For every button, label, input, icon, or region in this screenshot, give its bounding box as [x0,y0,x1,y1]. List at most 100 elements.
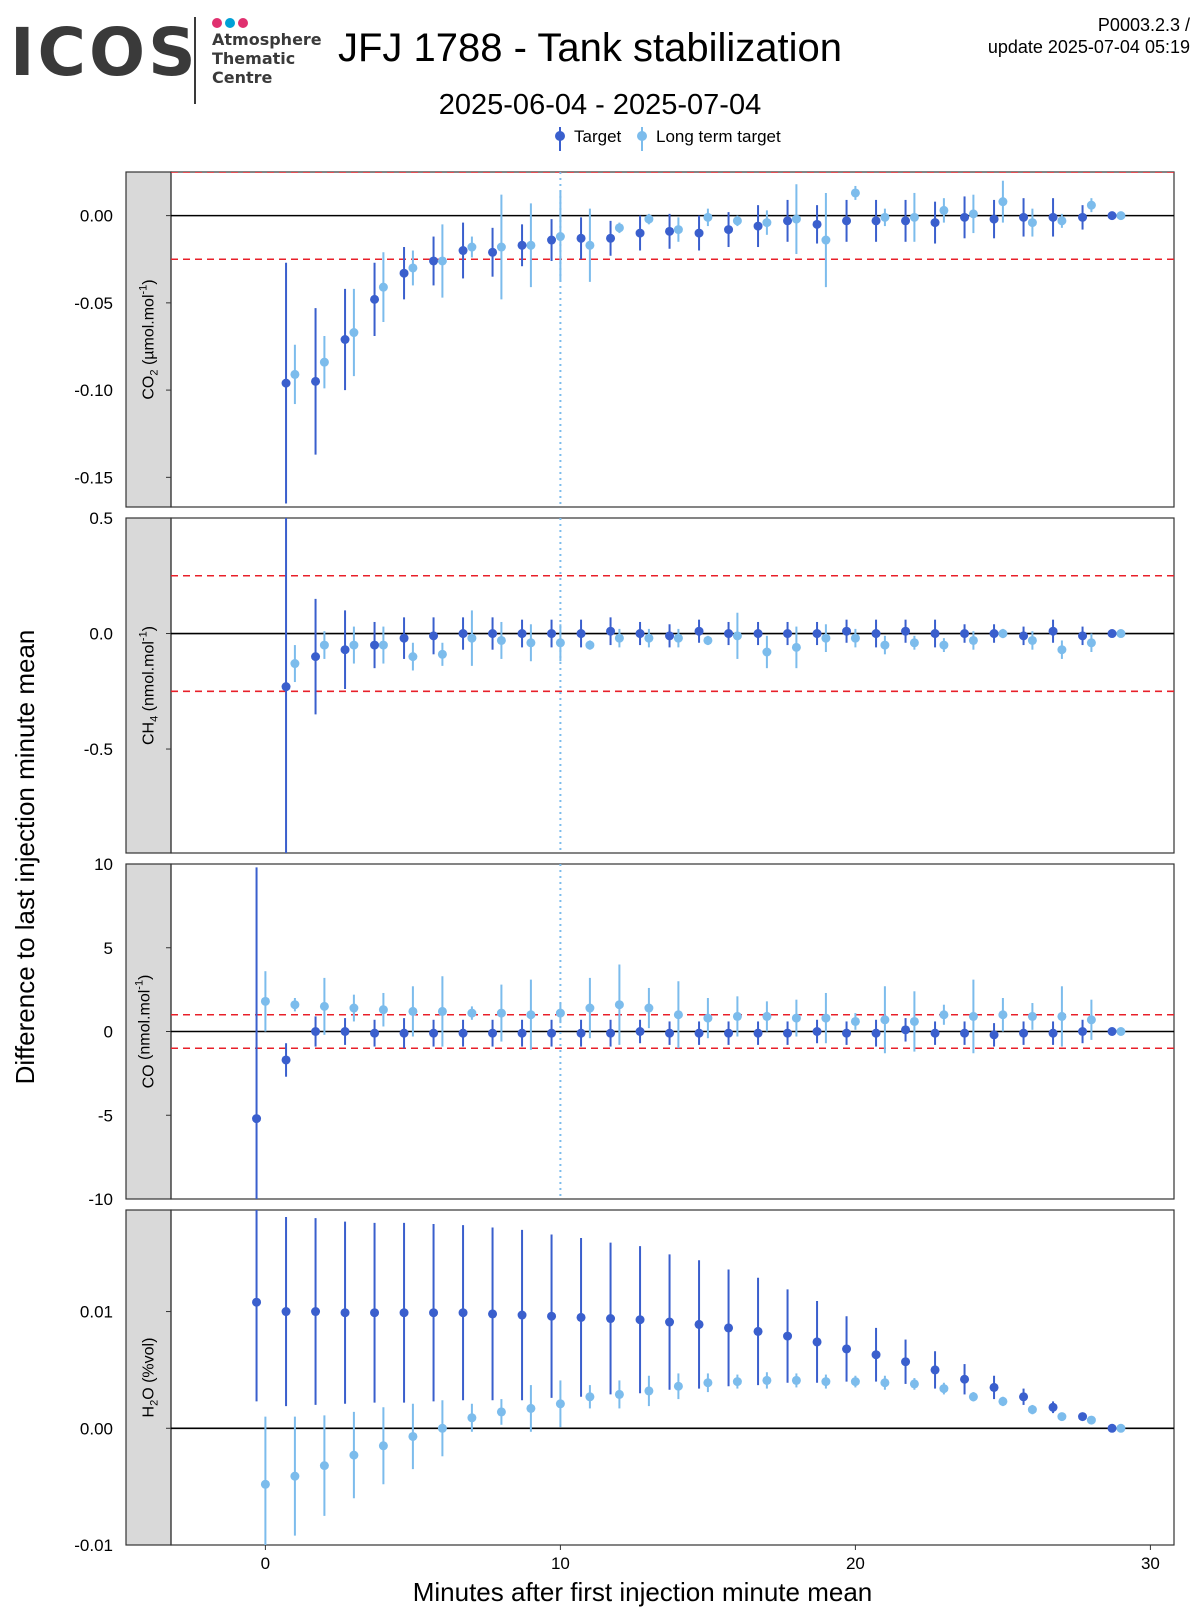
y-tick-label: 0 [104,1023,113,1042]
data-point [1027,1011,1037,1021]
data-point [370,640,380,650]
data-point [644,214,654,224]
data-point [408,1431,418,1441]
data-point [1107,1423,1117,1433]
data-point [901,216,911,226]
logo-divider [194,17,196,104]
data-point [311,1307,321,1317]
data-point [939,205,949,215]
data-point [399,1308,409,1318]
data-point [488,1028,498,1038]
data-point [547,235,557,245]
data-point [989,629,999,639]
x-tick-label: 10 [551,1554,570,1573]
data-point [555,1399,565,1409]
data-point [703,1013,713,1023]
data-point [665,1317,675,1327]
strip-label-part: CH [141,722,158,745]
data-point [576,1312,586,1322]
data-point [1078,1412,1088,1422]
data-point [850,1016,860,1026]
data-point [606,626,616,636]
strip-label-part: O (%vol) [141,1338,158,1400]
data-point [1078,631,1088,641]
data-point [909,638,919,648]
logo-line-2: Thematic [212,49,296,68]
panel-frame [170,517,1175,854]
data-point [370,1308,380,1318]
strip-label-part: CO [141,376,158,400]
legend-key-point [555,131,565,141]
data-point [1019,1028,1029,1038]
data-point [458,1308,468,1318]
data-point [606,233,616,243]
data-point [909,1016,919,1026]
data-point [370,1028,380,1038]
data-point [260,996,270,1006]
data-point [901,1357,911,1367]
data-point [783,216,793,226]
data-point [517,1310,527,1320]
panel-1: CO2 (µmol.mol-1) 0.00 -0.05 -0.10 -0.15 [74,171,1175,508]
data-point [319,1001,329,1011]
data-point [547,629,557,639]
data-point [635,1027,645,1036]
data-point [555,232,565,242]
data-point [349,1003,359,1013]
data-point [311,652,321,662]
data-point [930,1365,940,1375]
data-point [635,1315,645,1325]
x-axis-label: Minutes after first injection minute mea… [413,1577,873,1607]
panel-4: H2O (%vol) 0.01 0.00 -0.01 [74,1209,1175,1555]
y-axis-label: Difference to last injection minute mean [10,630,40,1085]
data-point [762,1011,772,1021]
data-point [281,682,291,692]
data-point [1086,1415,1096,1425]
data-point [399,633,409,643]
data-point [1107,1027,1117,1036]
data-point [880,1378,890,1388]
data-point [665,1028,675,1038]
data-point [762,218,772,228]
data-point [1116,1027,1126,1036]
data-point [812,219,822,229]
data-point [1057,216,1067,226]
data-point [644,1386,654,1396]
data-point [694,1319,704,1329]
strip-label-part: -1 [134,980,146,990]
update-timestamp: update 2025-07-04 05:19 [987,37,1190,57]
panel-3: CO (nmol.mol-1) 10 5 0 -5 -10 [88,855,1175,1209]
panel-content [171,1210,1174,1545]
data-point [576,233,586,243]
data-point [437,1006,447,1016]
panel-strip [125,1209,172,1546]
panel-strip-label: CH4 (nmol.mol-1) [138,626,161,745]
data-point [378,1441,388,1451]
data-point [526,638,536,648]
data-point [1078,1027,1088,1036]
strip-label-part: (nmol.mol [141,641,158,716]
data-point [635,228,645,238]
data-point [842,1344,852,1354]
data-point [1019,212,1029,222]
series-target [281,518,1117,853]
data-point [850,1377,860,1387]
y-tick-label: 0.0 [89,625,113,644]
data-point [762,1375,772,1385]
data-point [930,1028,940,1038]
data-point [850,633,860,643]
series-long-term-target [290,180,1126,405]
logo-dot-1 [212,18,222,28]
data-point [429,1308,439,1318]
data-point [496,1008,506,1018]
data-point [585,1392,595,1402]
data-point [458,629,468,639]
legend-label: Target [574,127,622,146]
strip-label-part: CO [141,1064,158,1088]
data-point [526,1010,536,1020]
data-point [753,629,763,639]
data-point [488,629,498,639]
y-tick-label: 0.01 [80,1303,113,1322]
data-point [1048,1402,1058,1412]
